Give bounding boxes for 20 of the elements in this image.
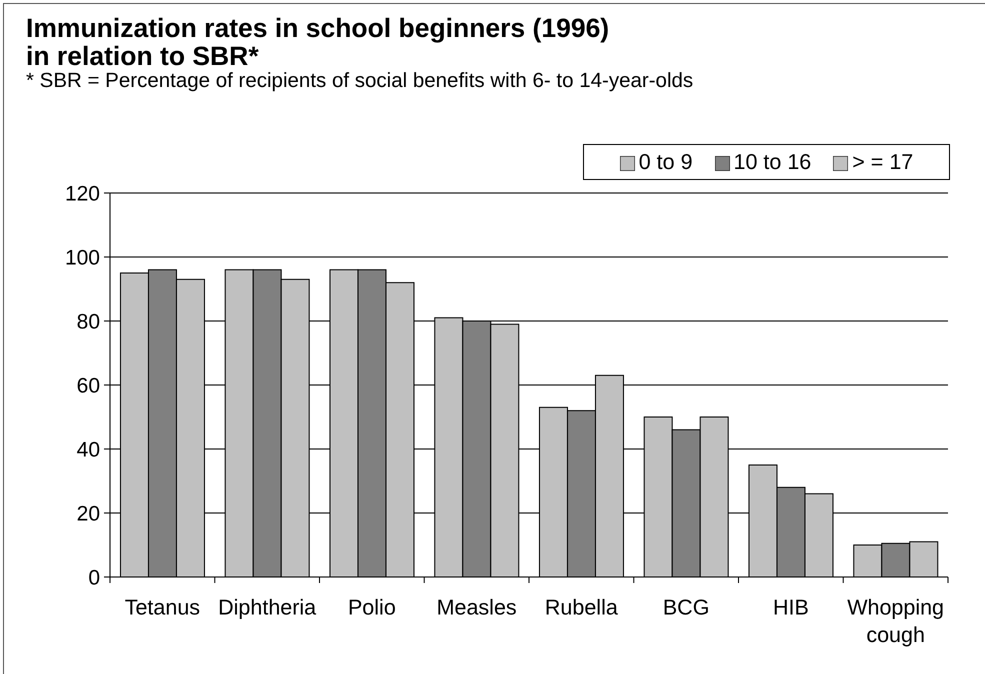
x-tick-label: BCG xyxy=(662,595,710,620)
x-tick-label: Measles xyxy=(436,595,517,620)
chart-title: Immunization rates in school beginners (1996) in relation to SBR* xyxy=(26,13,610,70)
y-tick-label: 40 xyxy=(76,438,100,462)
x-tick-label: Polio xyxy=(348,595,396,620)
x-tick-label: HIB xyxy=(772,595,809,620)
legend-label: 0 to 9 xyxy=(638,150,694,174)
x-tick-label: Whopping cough xyxy=(847,595,944,648)
y-tick-label: 0 xyxy=(88,566,100,590)
y-tick-label: 60 xyxy=(76,374,100,398)
y-tick-label: 100 xyxy=(64,246,100,270)
y-tick-label: 120 xyxy=(64,182,100,206)
x-tick-label: Diphtheria xyxy=(218,595,316,620)
x-tick-label: Rubella xyxy=(544,595,618,620)
legend-label: > = 17 xyxy=(852,150,914,174)
y-tick-label: 80 xyxy=(76,310,100,334)
legend-label: 10 to 16 xyxy=(734,150,812,174)
y-tick-label: 20 xyxy=(76,502,100,526)
x-tick-label: Tetanus xyxy=(124,595,200,620)
chart-subtitle: * SBR = Percentage of recipients of social benefits with 6- to 14-year-olds xyxy=(26,69,694,92)
